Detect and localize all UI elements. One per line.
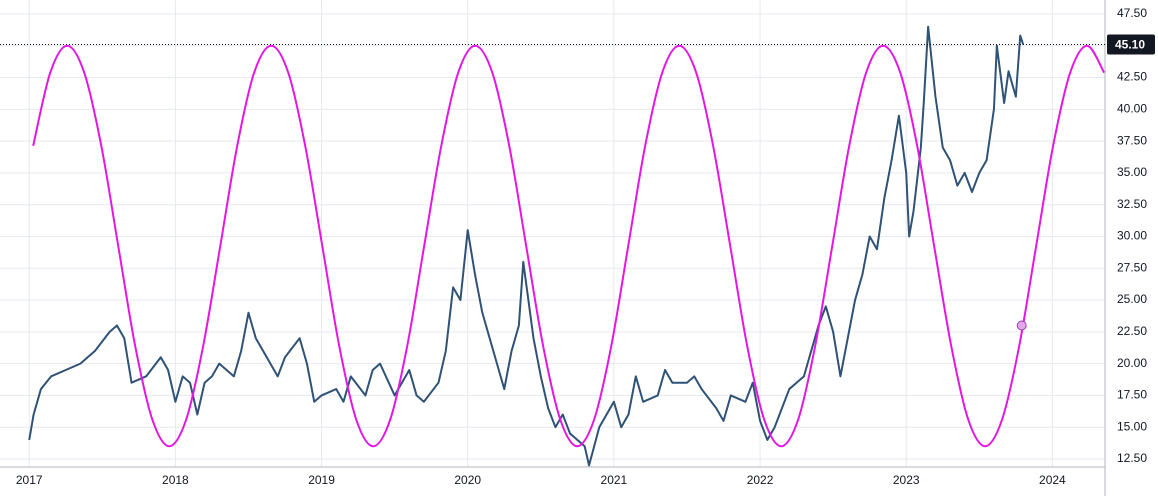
y-tick-label: 30.00 xyxy=(1117,229,1147,243)
y-tick-label: 15.00 xyxy=(1117,419,1147,433)
y-tick-label: 22.50 xyxy=(1117,324,1147,338)
x-tick-label: 2022 xyxy=(747,473,774,487)
line-series xyxy=(28,25,1025,467)
y-tick-label: 35.00 xyxy=(1117,165,1147,179)
x-tick-label: 2017 xyxy=(16,473,43,487)
x-tick-label: 2023 xyxy=(893,473,920,487)
x-tick-label: 2021 xyxy=(601,473,628,487)
x-tick-label: 2020 xyxy=(454,473,481,487)
y-tick-label: 12.50 xyxy=(1117,451,1147,465)
y-tick-label: 27.50 xyxy=(1117,260,1147,274)
y-tick-label: 17.50 xyxy=(1117,388,1147,402)
y-tick-label: 32.50 xyxy=(1117,197,1147,211)
y-tick-label: 47.50 xyxy=(1117,6,1147,20)
y-tick-label: 20.00 xyxy=(1117,356,1147,370)
x-tick-label: 2024 xyxy=(1039,473,1066,487)
marker xyxy=(1016,320,1027,331)
y-tick-label: 42.50 xyxy=(1117,70,1147,84)
line-series xyxy=(32,44,1105,448)
last-price-label: 45.10 xyxy=(1115,38,1145,52)
y-tick-label: 40.00 xyxy=(1117,102,1147,116)
x-tick-label: 2019 xyxy=(308,473,335,487)
last-price-box xyxy=(1107,34,1155,55)
y-tick-label: 37.50 xyxy=(1117,133,1147,147)
y-tick-label: 25.00 xyxy=(1117,292,1147,306)
x-tick-label: 2018 xyxy=(162,473,189,487)
